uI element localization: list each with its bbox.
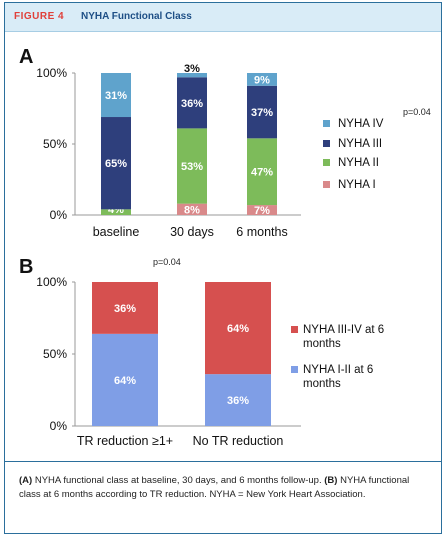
legend-swatch (291, 326, 298, 333)
bar-segment (177, 128, 207, 204)
data-label: 64% (114, 375, 136, 387)
bar-segment (101, 117, 131, 210)
legend-label: NYHA III-IV at 6 (303, 324, 384, 336)
legend-label: NYHA I-II at 6 (303, 364, 373, 376)
legend-label: NYHA IV (338, 118, 384, 130)
x-tick-label: TR reduction ≥1+ (77, 434, 173, 448)
legend-label: NYHA III (338, 138, 382, 150)
figure-label: FIGURE 4 (14, 11, 65, 22)
bar-segment (247, 205, 277, 215)
legend-swatch (323, 159, 330, 166)
bar-segment (92, 333, 158, 426)
y-tick-label: 0% (50, 208, 68, 222)
legend-label: NYHA II (338, 157, 379, 169)
y-tick-label: 100% (36, 275, 67, 289)
data-label: 47% (251, 167, 273, 179)
data-label: 9% (254, 74, 270, 86)
bar-segment (205, 282, 271, 375)
panel-letter: B (19, 256, 33, 278)
data-label: 7% (254, 205, 270, 217)
figure-panel: FIGURE 4 NYHA Functional Class A 0% 50% 100… (4, 2, 442, 534)
bar-segment (247, 85, 277, 139)
x-tick-label: 6 months (236, 225, 287, 239)
y-tick-label: 100% (36, 66, 67, 80)
data-label: 31% (105, 90, 127, 102)
data-label: 8% (184, 204, 200, 216)
caption-a-text: NYHA functional class at baseline, 30 da… (32, 475, 325, 486)
bar-segment (247, 138, 277, 206)
data-label: 64% (227, 323, 249, 335)
legend-label: months (303, 338, 341, 350)
y-tick-label: 50% (43, 137, 67, 151)
figure-header: FIGURE 4 NYHA Functional Class (5, 3, 441, 32)
legend-label: months (303, 378, 341, 390)
legend-swatch (323, 181, 330, 188)
bar-segment (205, 374, 271, 426)
data-label: 65% (105, 158, 127, 170)
x-tick-label: No TR reduction (193, 434, 284, 448)
panel-letter: A (19, 46, 33, 68)
data-label: 36% (181, 98, 203, 110)
data-label: 53% (181, 161, 203, 173)
x-tick-label: 30 days (170, 225, 214, 239)
y-tick-label: 50% (43, 347, 67, 361)
figure-title: NYHA Functional Class (81, 11, 192, 22)
y-tick-label: 0% (50, 419, 68, 433)
bar-segment (247, 73, 277, 86)
x-tick-label: baseline (93, 225, 140, 239)
p-value-annotation: p=0.04 (403, 107, 431, 117)
bar-segment (92, 282, 158, 334)
legend-swatch (323, 120, 330, 127)
bar-segment (177, 77, 207, 129)
caption-box: (A) NYHA functional class at baseline, 3… (5, 461, 441, 534)
data-label: 3% (184, 63, 200, 75)
data-label: 36% (114, 303, 136, 315)
data-label: 36% (227, 395, 249, 407)
figure-caption: (A) NYHA functional class at baseline, 3… (19, 474, 431, 502)
caption-b-tag: (B) (324, 475, 338, 486)
caption-a-tag: (A) (19, 475, 33, 486)
caption-b-text: NYHA functional class at 6 months accord… (19, 475, 410, 500)
bar-segment (101, 73, 131, 118)
bar-segment (177, 73, 207, 78)
bar-segment (177, 203, 207, 215)
bar-segment (101, 209, 131, 215)
data-label: 37% (251, 107, 273, 119)
p-value-annotation: p=0.04 (153, 257, 181, 267)
legend-label: NYHA I (338, 179, 376, 191)
legend-swatch (291, 366, 298, 373)
legend-swatch (323, 140, 330, 147)
